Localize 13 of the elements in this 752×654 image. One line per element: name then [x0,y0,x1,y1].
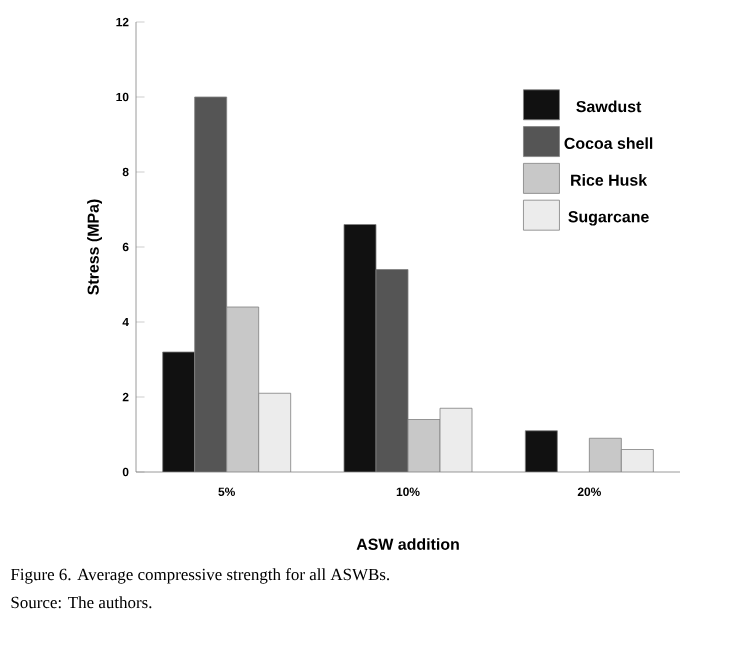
bar [226,307,259,472]
bar [375,269,409,472]
bar [258,393,291,472]
caption: Figure 6. Average compressive strength for all ASWBs. [10,568,390,584]
bar [162,352,195,472]
bar [408,419,441,472]
bar [194,97,227,472]
bar [524,430,558,472]
source-note: Source: The authors. [11,596,152,609]
bar [344,224,377,472]
bar [588,437,622,472]
bar [440,408,473,472]
bar [620,449,654,472]
